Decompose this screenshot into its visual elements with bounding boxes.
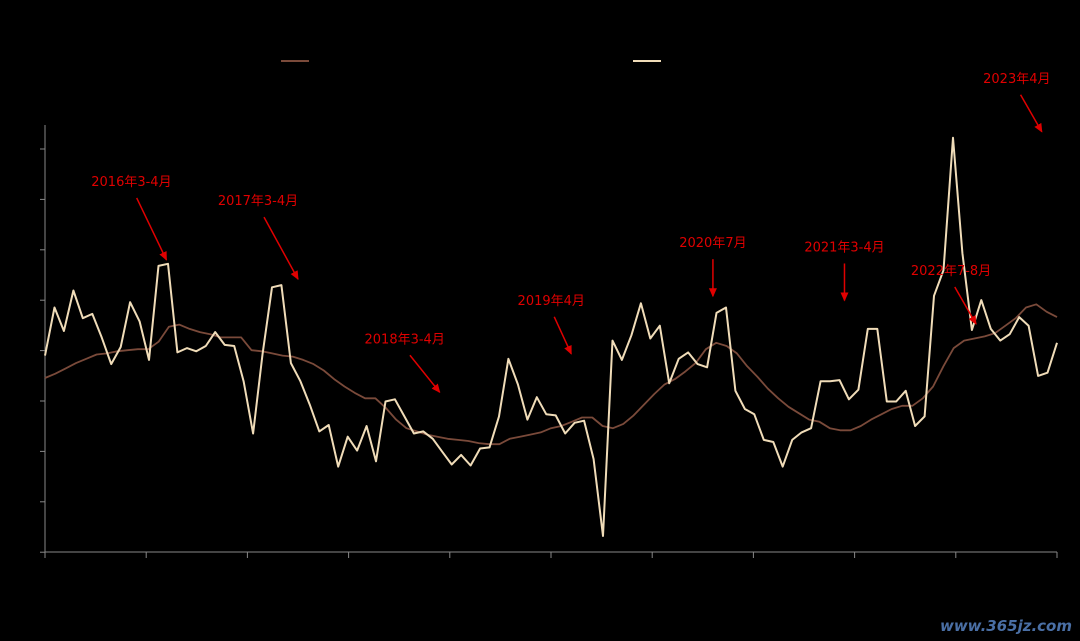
annotation-arrow bbox=[553, 316, 572, 355]
chart-series bbox=[44, 136, 1058, 537]
annotation-arrow bbox=[263, 216, 299, 281]
annotation-label: 2023年4月 bbox=[983, 72, 1050, 87]
watermark: www.365jz.com bbox=[939, 617, 1072, 635]
annotation-arrow bbox=[136, 197, 168, 261]
annotation-arrow bbox=[409, 354, 441, 394]
annotation-label: 2022年7-8月 bbox=[911, 264, 991, 279]
annotation-4: 2019年4月 bbox=[518, 294, 585, 355]
annotation-3: 2018年3-4月 bbox=[365, 332, 445, 394]
annotation-label: 2017年3-4月 bbox=[218, 194, 298, 209]
chart-axes bbox=[40, 125, 1058, 558]
chart-annotations: 2016年3-4月 2017年3-4月 2018年3-4月 2019年4月 2020年7… bbox=[91, 72, 1050, 394]
annotation-label: 2021年3-4月 bbox=[804, 240, 884, 255]
annotation-6: 2021年3-4月 bbox=[804, 240, 885, 302]
annotation-label: 2018年3-4月 bbox=[365, 332, 445, 347]
annotation-label: 2019年4月 bbox=[518, 294, 585, 309]
annotation-5: 2020年7月 bbox=[679, 236, 747, 298]
annotation-1: 2016年3-4月 bbox=[91, 175, 172, 261]
series-line-2 bbox=[44, 136, 1058, 537]
annotation-arrow bbox=[1019, 94, 1043, 133]
annotation-label: 2020年7月 bbox=[679, 236, 746, 251]
annotation-label: 2016年3-4月 bbox=[91, 175, 171, 190]
annotation-2: 2017年3-4月 bbox=[218, 194, 299, 281]
series-line-1 bbox=[44, 303, 1058, 446]
annotation-7: 2022年7-8月 bbox=[911, 264, 991, 325]
annotation-arrow bbox=[954, 286, 977, 325]
annotation-8: 2023年4月 bbox=[983, 72, 1050, 133]
